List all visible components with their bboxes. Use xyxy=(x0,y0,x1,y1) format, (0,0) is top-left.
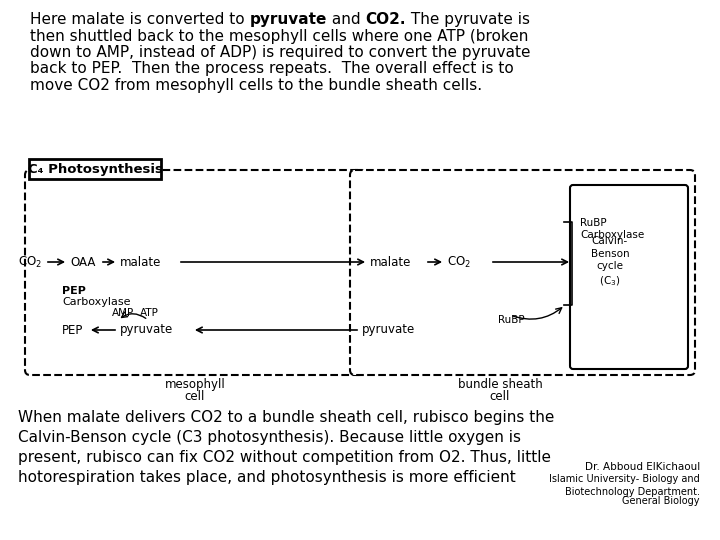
Text: move CO2 from mesophyll cells to the bundle sheath cells.: move CO2 from mesophyll cells to the bun… xyxy=(30,78,482,93)
Text: down to AMP, instead of ADP) is required to convert the pyruvate: down to AMP, instead of ADP) is required… xyxy=(30,45,531,60)
Text: AMP: AMP xyxy=(112,308,134,318)
Text: Islamic University- Biology and
Biotechnology Department.: Islamic University- Biology and Biotechn… xyxy=(549,474,700,497)
FancyBboxPatch shape xyxy=(570,185,688,369)
Text: PEP: PEP xyxy=(62,286,86,296)
Text: Carboxylase: Carboxylase xyxy=(580,230,644,240)
Text: mesophyll: mesophyll xyxy=(165,378,225,391)
Text: CO2.: CO2. xyxy=(365,12,406,27)
Text: RuBP: RuBP xyxy=(580,218,607,228)
Text: cell: cell xyxy=(185,390,205,403)
Text: General Biology: General Biology xyxy=(623,496,700,506)
Text: malate: malate xyxy=(120,255,161,268)
FancyBboxPatch shape xyxy=(350,170,695,375)
Text: and: and xyxy=(327,12,365,27)
Text: back to PEP.  Then the process repeats.  The overall effect is to: back to PEP. Then the process repeats. T… xyxy=(30,62,514,77)
Text: then shuttled back to the mesophyll cells where one ATP (broken: then shuttled back to the mesophyll cell… xyxy=(30,29,528,44)
Text: OAA: OAA xyxy=(70,255,95,268)
Text: CO$_2$: CO$_2$ xyxy=(18,254,42,269)
Text: CO$_2$: CO$_2$ xyxy=(447,254,471,269)
Text: pyruvate: pyruvate xyxy=(362,323,415,336)
Text: PEP: PEP xyxy=(62,323,84,336)
Text: C₄ Photosynthesis: C₄ Photosynthesis xyxy=(27,163,163,176)
Text: bundle sheath: bundle sheath xyxy=(458,378,542,391)
Text: When malate delivers CO2 to a bundle sheath cell, rubisco begins the
Calvin-Bens: When malate delivers CO2 to a bundle she… xyxy=(18,410,554,485)
Text: Dr. Abboud ElKichaoul: Dr. Abboud ElKichaoul xyxy=(585,462,700,472)
FancyBboxPatch shape xyxy=(29,159,161,179)
Text: pyruvate: pyruvate xyxy=(250,12,327,27)
Text: malate: malate xyxy=(370,255,411,268)
Text: RuBP: RuBP xyxy=(498,315,525,325)
Text: Here malate is converted to: Here malate is converted to xyxy=(30,12,250,27)
Text: cell: cell xyxy=(490,390,510,403)
Text: Calvin-
Benson
cycle
(C$_3$): Calvin- Benson cycle (C$_3$) xyxy=(590,237,629,288)
Text: Carboxylase: Carboxylase xyxy=(62,297,130,307)
Text: ATP: ATP xyxy=(140,308,159,318)
Text: pyruvate: pyruvate xyxy=(120,323,174,336)
FancyBboxPatch shape xyxy=(25,170,365,375)
Text: The pyruvate is: The pyruvate is xyxy=(406,12,530,27)
